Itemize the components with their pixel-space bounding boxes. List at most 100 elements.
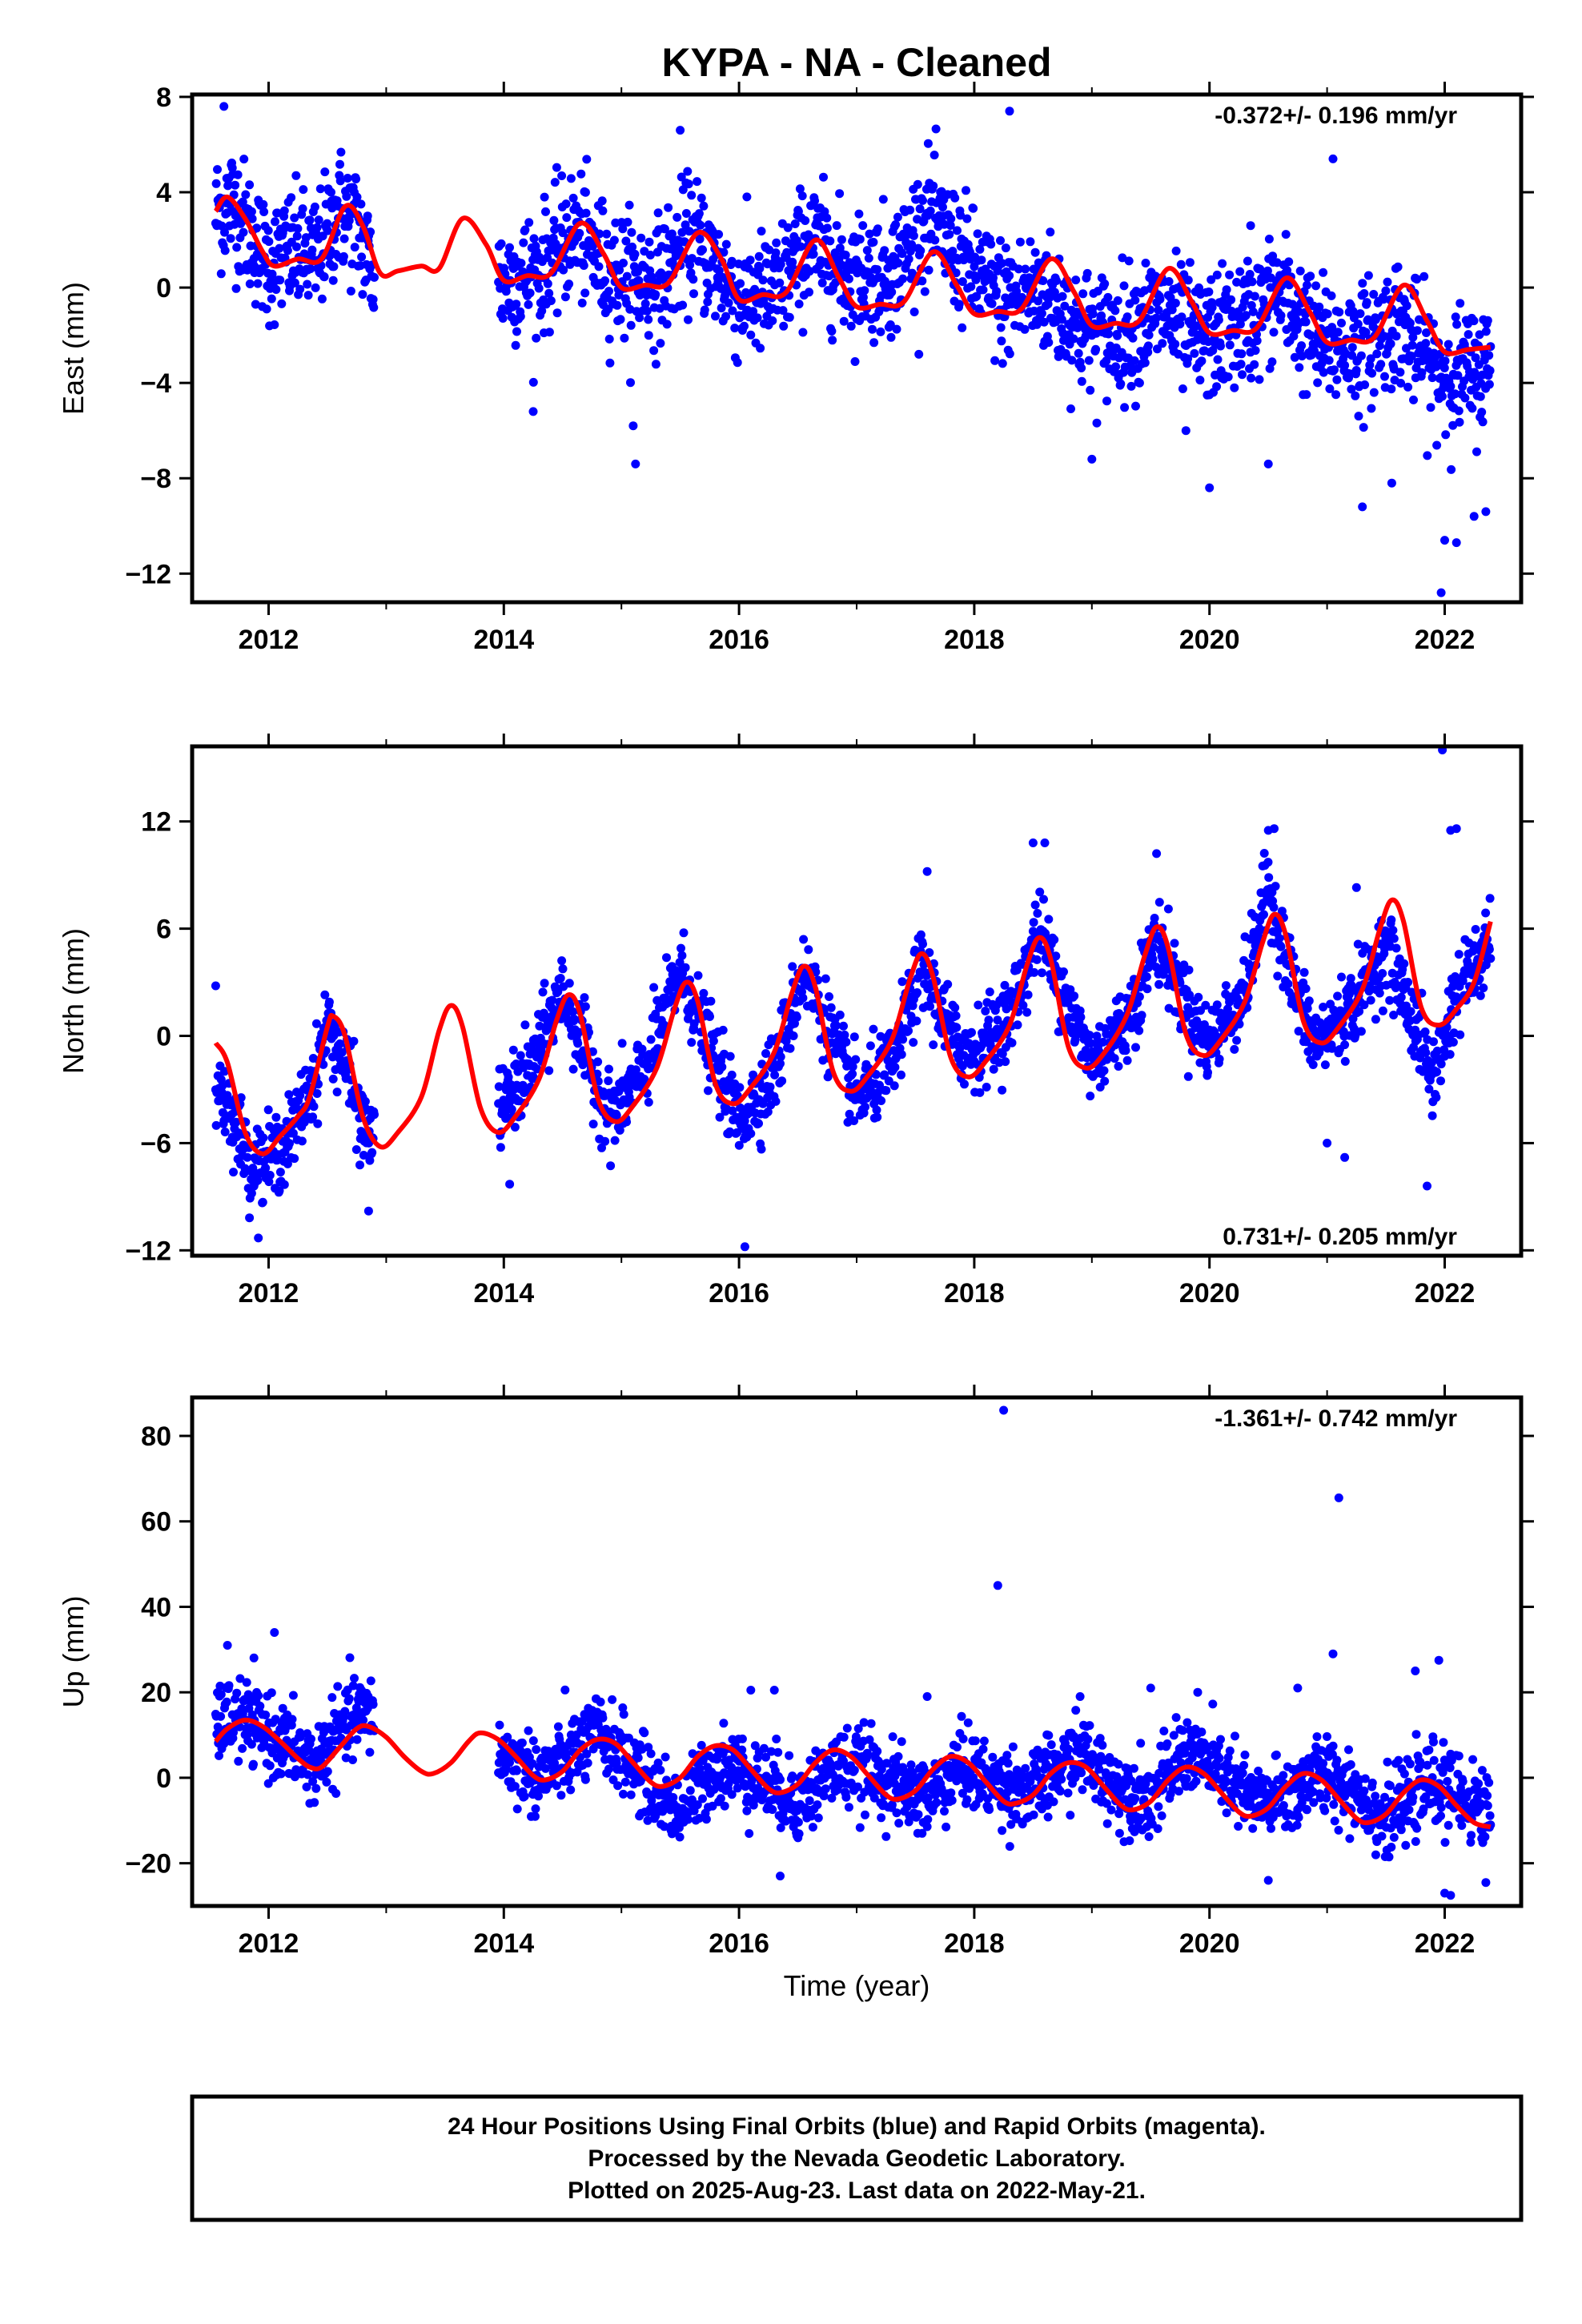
obs-point <box>675 958 685 967</box>
obs-point <box>1325 384 1335 393</box>
obs-point <box>809 249 818 259</box>
obs-point <box>974 1000 983 1010</box>
obs-point <box>703 297 713 307</box>
obs-point <box>913 179 922 189</box>
obs-point <box>1148 955 1158 964</box>
obs-point <box>1126 981 1135 991</box>
obs-point <box>724 298 733 308</box>
obs-point <box>355 1160 364 1170</box>
obs-point <box>645 251 655 259</box>
obs-point <box>1084 356 1094 365</box>
obs-point <box>1454 950 1464 959</box>
outlier-point <box>1436 588 1446 597</box>
obs-point <box>1039 895 1048 904</box>
obs-point <box>916 246 926 255</box>
obs-point <box>718 1025 728 1035</box>
obs-point <box>1203 1068 1212 1077</box>
obs-point <box>891 220 901 229</box>
y-axis-label: North (mm) <box>57 928 90 1074</box>
obs-point <box>1327 1043 1337 1053</box>
obs-point <box>765 1082 775 1092</box>
obs-point <box>618 224 628 234</box>
obs-point <box>360 1096 370 1106</box>
obs-point <box>1216 341 1225 351</box>
obs-point <box>1446 381 1456 391</box>
obs-point <box>1030 247 1040 257</box>
obs-point <box>696 220 705 230</box>
obs-point <box>817 278 827 287</box>
obs-point <box>873 265 882 275</box>
obs-point <box>1034 258 1043 267</box>
obs-point <box>851 1055 861 1064</box>
obs-point <box>1403 382 1413 392</box>
obs-point <box>1263 858 1273 867</box>
obs-point <box>1212 1000 1222 1010</box>
obs-point <box>1267 357 1277 367</box>
obs-point <box>600 276 610 285</box>
obs-point <box>754 1119 763 1128</box>
obs-point <box>320 990 330 999</box>
obs-point <box>531 1804 540 1814</box>
obs-point <box>727 256 737 266</box>
obs-point <box>1215 1054 1224 1063</box>
outlier-point <box>922 866 932 876</box>
obs-point <box>561 199 571 209</box>
obs-point <box>646 1035 656 1044</box>
outlier-point <box>1328 154 1338 163</box>
outlier-point <box>1205 483 1215 493</box>
obs-point <box>1142 984 1152 994</box>
obs-point <box>278 1703 287 1713</box>
obs-point <box>1005 349 1014 359</box>
outlier-point <box>628 421 638 431</box>
obs-point <box>322 1777 331 1787</box>
obs-point <box>311 283 320 292</box>
obs-point <box>1436 1076 1445 1086</box>
plot-area <box>211 102 1496 597</box>
obs-point <box>898 1035 908 1044</box>
obs-point <box>222 1697 231 1707</box>
obs-point <box>620 1777 630 1787</box>
observations <box>211 1405 1496 1900</box>
obs-point <box>785 1043 795 1053</box>
obs-point <box>1366 354 1375 364</box>
obs-point <box>1015 237 1025 247</box>
obs-point <box>946 221 955 230</box>
obs-point <box>259 1133 268 1143</box>
outlier-point <box>1440 536 1449 545</box>
outlier-point <box>1152 849 1162 858</box>
obs-point <box>727 1070 737 1080</box>
obs-point <box>677 951 687 960</box>
obs-point <box>626 320 636 330</box>
obs-point <box>989 273 998 283</box>
obs-point <box>1190 348 1199 358</box>
obs-point <box>779 321 789 331</box>
obs-point <box>1259 849 1269 858</box>
obs-point <box>794 300 804 309</box>
obs-point <box>753 313 762 323</box>
x-tick-label: 2020 <box>1179 625 1240 655</box>
obs-point <box>798 328 808 337</box>
obs-point <box>810 196 819 206</box>
obs-point <box>1197 356 1207 366</box>
obs-point <box>946 214 956 223</box>
obs-point <box>869 338 879 348</box>
obs-point <box>1223 1004 1232 1014</box>
obs-point <box>698 1756 708 1765</box>
obs-point <box>311 1019 321 1028</box>
obs-point <box>1460 393 1470 403</box>
obs-point <box>541 1763 550 1773</box>
obs-point <box>1078 289 1088 299</box>
obs-point <box>684 179 693 189</box>
obs-point <box>597 1143 606 1152</box>
obs-point <box>987 299 997 308</box>
obs-point <box>923 139 933 148</box>
obs-point <box>777 1076 787 1086</box>
obs-point <box>504 1072 513 1082</box>
obs-point <box>615 1125 624 1135</box>
obs-point <box>1349 1024 1359 1034</box>
obs-point <box>643 1815 652 1825</box>
obs-point <box>1034 296 1043 306</box>
obs-point <box>251 300 260 309</box>
obs-point <box>1346 974 1355 983</box>
obs-point <box>1263 266 1272 275</box>
